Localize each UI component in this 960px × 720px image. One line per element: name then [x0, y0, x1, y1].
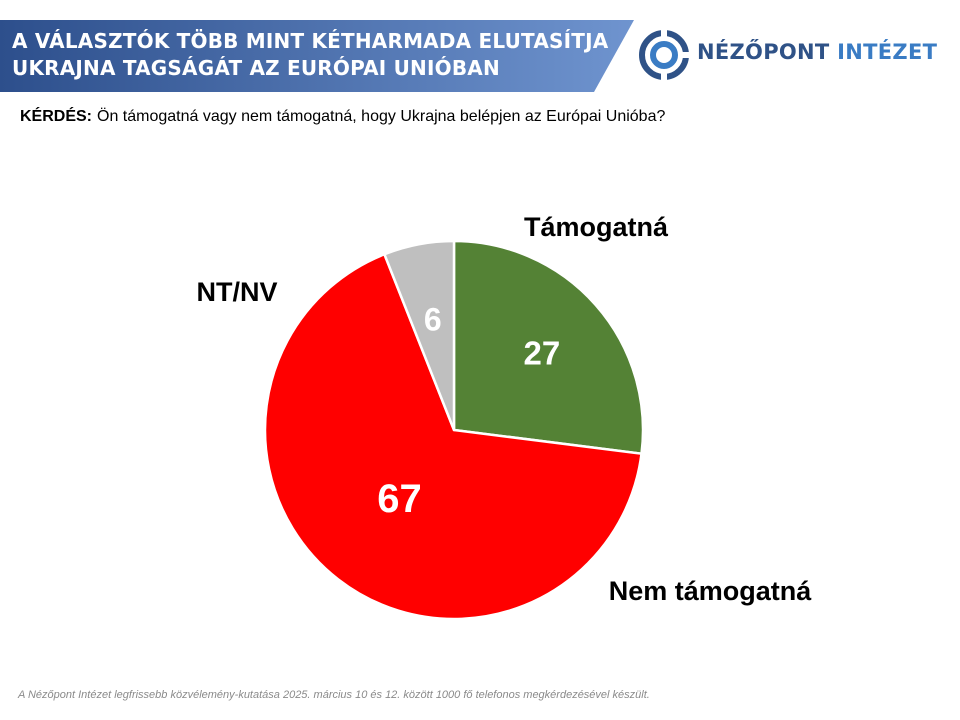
footnote: A Nézőpont Intézet legfrissebb közvélemé…: [18, 689, 650, 701]
pie-slice-3: [383, 239, 456, 432]
logo-name-part-1: NÉZŐPONT: [697, 40, 830, 64]
pie-chart: 27 Támogatná 67 Nem támogatná 6 NT/NV: [197, 212, 813, 621]
nezopont-logo: NÉZŐPONT INTÉZET: [637, 28, 947, 82]
slice-value-label-3: 6: [424, 302, 442, 338]
page-title-line-1: A VÁLASZTÓK TÖBB MINT KÉTHARMADA ELUTASÍ…: [12, 29, 609, 53]
logo-text: NÉZŐPONT INTÉZET: [697, 40, 937, 64]
page-title: A VÁLASZTÓK TÖBB MINT KÉTHARMADA ELUTASÍ…: [12, 28, 612, 82]
question-text: Ön támogatná vagy nem támogatná, hogy Uk…: [97, 108, 666, 125]
slice-category-label-1: Támogatná: [524, 212, 669, 242]
logo-name-part-2: INTÉZET: [837, 40, 938, 64]
question-label: KÉRDÉS:: [20, 108, 93, 125]
slice-category-label-3: NT/NV: [197, 277, 278, 307]
slice-category-label-2: Nem támogatná: [609, 576, 813, 606]
slice-value-label-2: 67: [377, 477, 422, 521]
header-banner: [0, 20, 634, 92]
survey-question: KÉRDÉS: Ön támogatná vagy nem támogatná, …: [20, 108, 665, 126]
page-title-line-2: UKRAJNA TAGSÁGÁT AZ EURÓPAI UNIÓBAN: [12, 56, 500, 80]
target-ring-icon: [639, 30, 689, 80]
pie-slice-2: [263, 253, 643, 621]
slice-value-label-1: 27: [524, 335, 561, 372]
pie-slice-1: [452, 239, 645, 455]
